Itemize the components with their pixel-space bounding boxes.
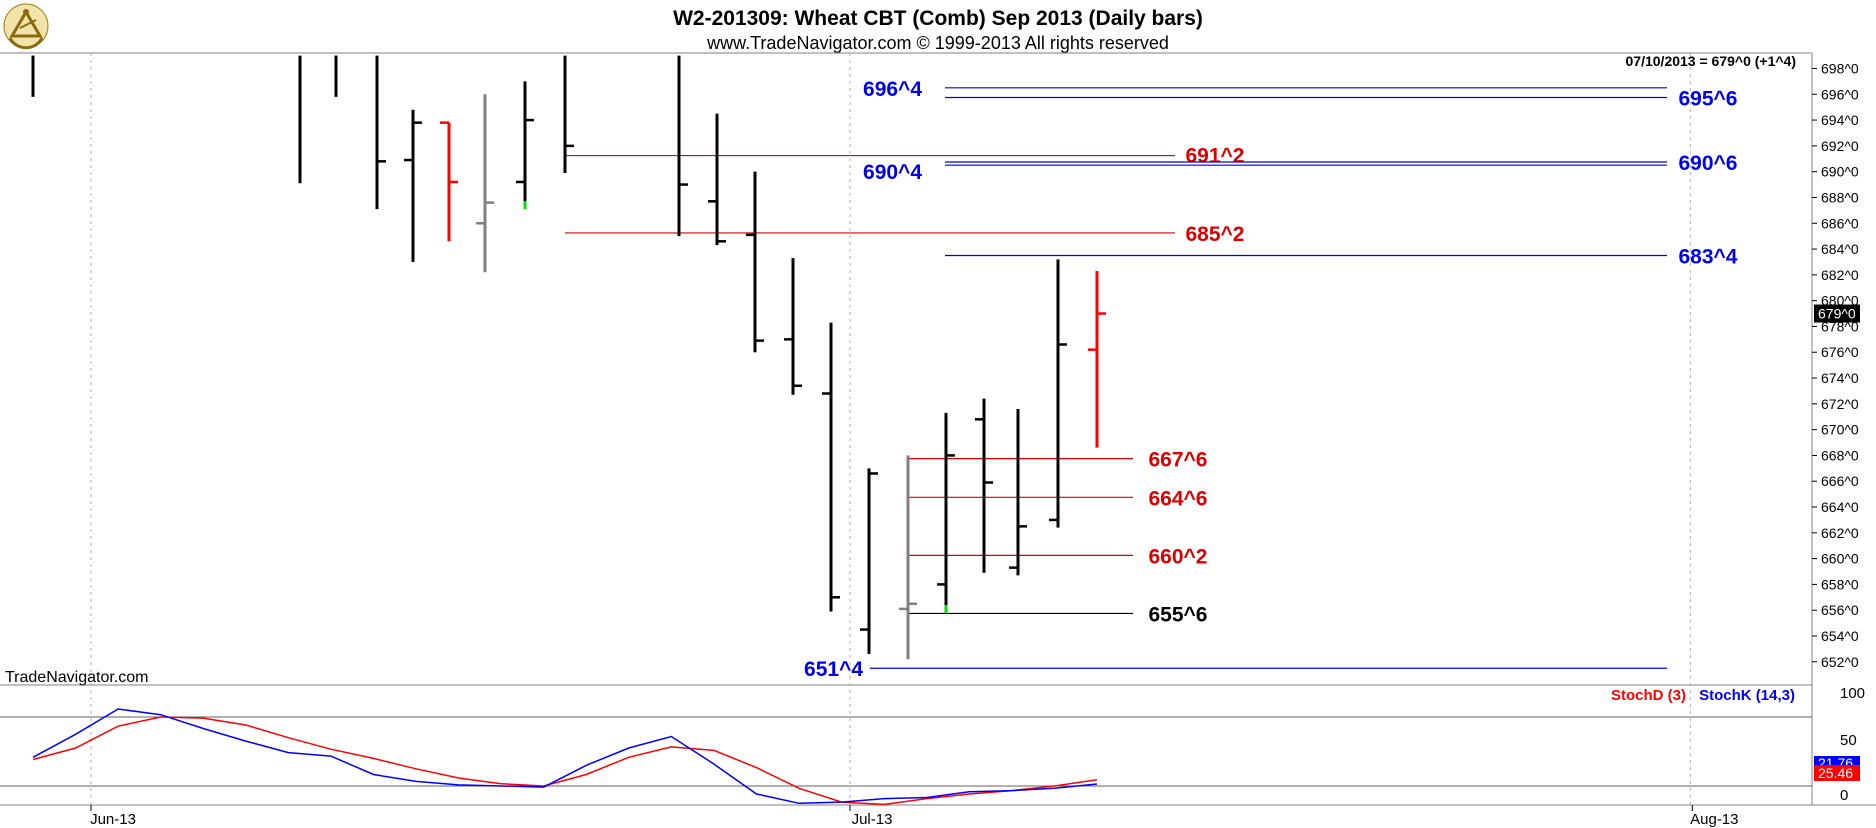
stoch-series-line <box>32 708 1098 805</box>
stochd-last-label: 25.46 <box>1818 765 1853 781</box>
y-tick-label: 670^0 <box>1821 422 1859 438</box>
last-price-box <box>1814 304 1860 323</box>
y-tick-label: 666^0 <box>1821 473 1859 489</box>
watermark: TradeNavigator.com <box>5 669 148 686</box>
price-axis: 652^0 654^0 656^0 658^0 660^0 662^0 664^0 666^0… <box>1812 60 1860 670</box>
y-tick-label: 674^0 <box>1821 370 1859 386</box>
y-tick-label: 656^0 <box>1821 602 1859 618</box>
sextant-logo-icon <box>3 3 49 50</box>
y-tick-label: 690^0 <box>1821 164 1859 180</box>
price-bars <box>31 55 1106 660</box>
stoch-tick-label: 100 <box>1840 685 1865 702</box>
y-tick-label: 696^0 <box>1821 86 1859 102</box>
y-tick-label: 664^0 <box>1821 499 1859 515</box>
level-label: 683^4 <box>1679 245 1738 268</box>
y-tick-label: 672^0 <box>1821 396 1859 412</box>
legend-stochk: StochK (14,3) <box>1699 687 1795 704</box>
price-levels: 696^4 695^6 691^2 690^4 690^6 685^2 683^4 667^6… <box>565 78 1738 681</box>
stoch-tick-label: 0 <box>1840 787 1848 804</box>
y-tick-label: 686^0 <box>1821 215 1859 231</box>
stoch-series-line <box>32 716 1098 806</box>
last-bar-info: 07/10/2013 = 679^0 (+1^4) <box>1626 53 1796 69</box>
level-label: 690^4 <box>863 161 922 184</box>
legend-stochd: StochD (3) <box>1611 687 1686 704</box>
level-label: 695^6 <box>1679 87 1738 110</box>
chart-title: W2-201309: Wheat CBT (Comb) Sep 2013 (Da… <box>673 7 1203 30</box>
date-axis: Jun-13 Jul-13 Aug-13 <box>90 805 1739 828</box>
y-tick-label: 684^0 <box>1821 241 1859 257</box>
y-tick-label: 694^0 <box>1821 112 1859 128</box>
y-tick-label: 654^0 <box>1821 628 1859 644</box>
stochd-last-box <box>1814 765 1860 781</box>
level-label: 696^4 <box>863 78 922 101</box>
level-label: 651^4 <box>804 658 863 681</box>
y-tick-label: 698^0 <box>1821 60 1859 76</box>
level-label: 691^2 <box>1186 145 1245 168</box>
y-tick-label: 662^0 <box>1821 525 1859 541</box>
y-tick-label: 692^0 <box>1821 138 1859 154</box>
y-tick-label: 652^0 <box>1821 654 1859 670</box>
level-label: 655^6 <box>1149 603 1208 626</box>
y-tick-label: 658^0 <box>1821 576 1859 592</box>
x-tick-label: Jun-13 <box>90 811 136 828</box>
level-label: 690^6 <box>1679 152 1738 175</box>
level-label: 664^6 <box>1149 487 1208 510</box>
level-label: 667^6 <box>1149 449 1208 472</box>
chart-subtitle: www.TradeNavigator.com © 1999-2013 All r… <box>706 33 1169 53</box>
last-price-label: 679^0 <box>1818 306 1856 322</box>
x-tick-label: Jul-13 <box>852 811 893 828</box>
y-tick-label: 676^0 <box>1821 344 1859 360</box>
x-tick-label: Aug-13 <box>1690 811 1738 828</box>
level-label: 685^2 <box>1186 223 1245 246</box>
stoch-tick-label: 50 <box>1840 732 1857 749</box>
y-tick-label: 688^0 <box>1821 189 1859 205</box>
level-label: 660^2 <box>1149 545 1208 568</box>
y-tick-label: 682^0 <box>1821 267 1859 283</box>
y-tick-label: 660^0 <box>1821 551 1859 567</box>
y-tick-label: 668^0 <box>1821 447 1859 463</box>
